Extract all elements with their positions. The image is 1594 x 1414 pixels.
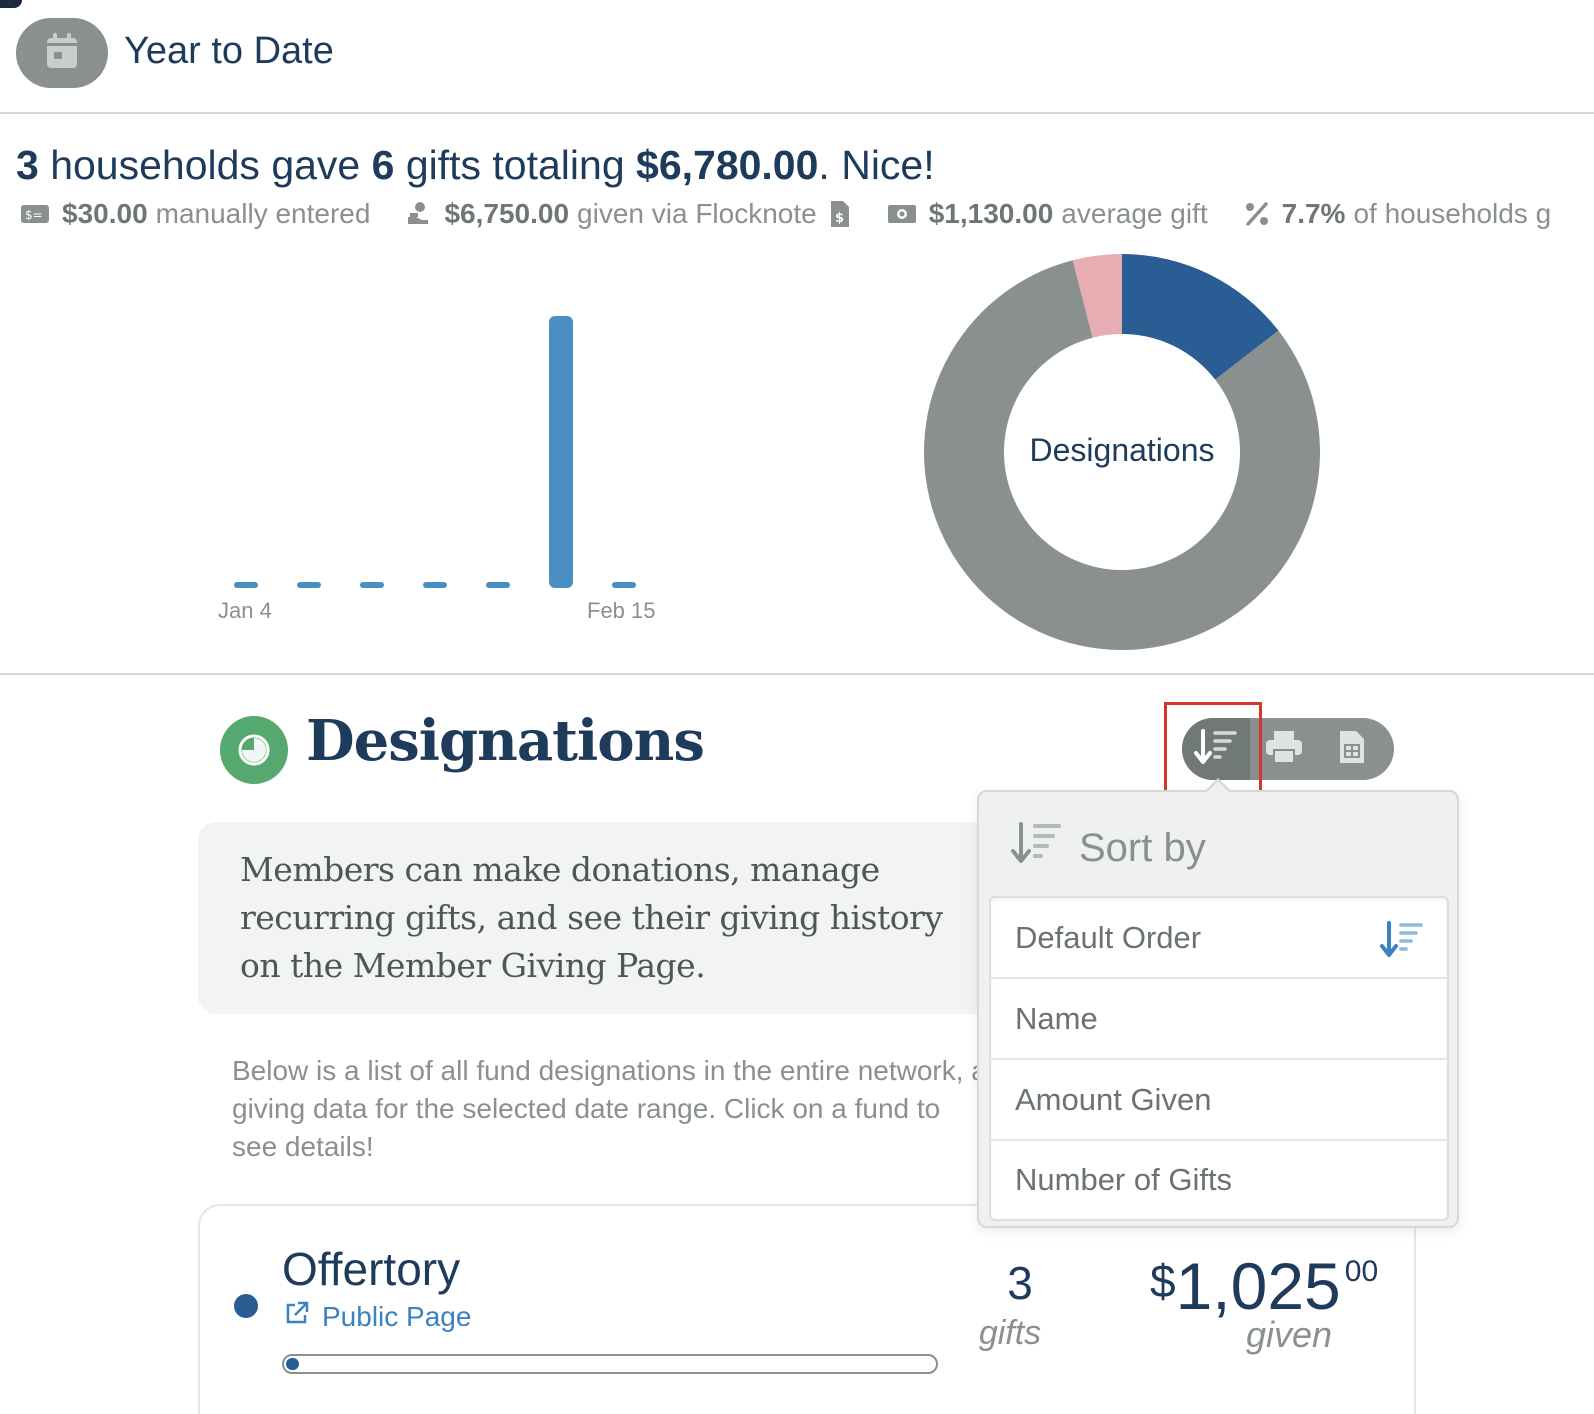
sort-dropdown-title: Sort by [1079,825,1206,870]
amount-whole: 1,025 [1175,1249,1341,1323]
summary-text-2: gifts totaling [394,142,637,188]
external-link-icon [284,1300,310,1333]
fund-color-dot [234,1294,258,1318]
bar-1[interactable] [297,582,321,588]
amount-cents: 00 [1344,1255,1379,1288]
fund-gifts-label: gifts [978,1314,1042,1352]
amount-currency: $ [1150,1255,1176,1307]
fund-amount: $1,025 00 [1150,1248,1378,1324]
sort-selected-icon [1379,920,1425,968]
summary-text-1: households gave [38,142,372,188]
sort-option-label: Default Order [1015,919,1202,955]
stat-given-via-flocknote: $6,750.00 given via Flocknote $ [406,198,850,230]
callout-text: Members can make donations, manage recur… [240,850,943,985]
donut-slice-2[interactable] [1072,254,1122,338]
public-page-label: Public Page [322,1300,472,1332]
gifts-count: 6 [371,142,395,188]
sort-dropdown: Sort by Default Order Name Amount Given … [977,790,1459,1228]
cash-icon: $= [20,203,50,225]
fund-progress-bar [282,1354,938,1374]
dropdown-caret-inner [1206,781,1230,793]
sort-option-amount-given[interactable]: Amount Given [991,1060,1447,1141]
section-divider [0,673,1594,675]
bar-5[interactable] [549,316,573,588]
percent-icon [1244,201,1270,227]
stat-value: $1,130.00 [928,198,1054,229]
public-page-link[interactable]: Public Page [284,1300,471,1333]
designations-toolbar [1182,718,1394,780]
donut-center-label: Designations [1029,432,1215,468]
bar-3[interactable] [423,582,447,588]
invoice-icon[interactable]: $ [829,200,851,228]
stat-label: average gift [1061,198,1208,229]
gifts-bar-chart: Jan 4 Feb 15 [200,300,700,640]
money-bill-icon [887,203,917,225]
households-count: 3 [16,142,39,188]
svg-text:$=: $= [25,208,43,222]
x-tick-label-end: Feb 15 [587,598,656,623]
bar-chart-svg [234,316,636,588]
stat-label: given via Flocknote [577,198,817,229]
bar-2[interactable] [360,582,384,588]
sort-options-list: Default Order Name Amount Given Number o… [989,896,1449,1221]
sort-dropdown-header: Sort by [1009,820,1206,876]
giving-summary: 3 households gave 6 gifts totaling $6,78… [16,142,935,189]
stat-value: $6,750.00 [444,198,570,229]
fund-given-label: given [1246,1314,1333,1355]
sort-option-default-order[interactable]: Default Order [991,898,1447,979]
donut-slice-0[interactable] [1122,254,1279,380]
window-corner [0,0,22,8]
svg-text:$: $ [835,211,844,226]
bar-4[interactable] [486,582,510,588]
print-icon [1265,730,1303,769]
sort-option-number-of-gifts[interactable]: Number of Gifts [991,1141,1447,1219]
stat-percent-households: 7.7% of households g [1244,198,1552,230]
x-tick-label-start: Jan 4 [218,598,272,623]
export-button[interactable] [1318,718,1386,780]
sort-icon [1193,727,1239,772]
donut-slice-1[interactable] [924,260,1320,650]
fund-gifts-count: 3 [1007,1257,1033,1309]
fund-card[interactable] [198,1204,1416,1414]
designations-donut-chart [924,254,1320,650]
date-range-button[interactable] [16,18,108,88]
hand-coin-icon [406,201,432,227]
sort-option-label: Number of Gifts [1015,1162,1233,1197]
page-title: Year to Date [124,30,334,72]
sort-option-name[interactable]: Name [991,979,1447,1060]
stat-average-gift: $1,130.00 average gift [887,198,1208,230]
pie-chart-icon [220,716,288,784]
stat-label: of households g [1353,198,1552,229]
fund-name[interactable]: Offertory [282,1243,461,1295]
sort-option-label: Name [1015,1000,1098,1036]
summary-text-3: . Nice! [818,142,935,188]
bar-6[interactable] [612,582,636,588]
sort-button[interactable] [1182,718,1250,780]
bar-0[interactable] [234,582,258,588]
print-button[interactable] [1250,718,1318,780]
stat-value: 7.7% [1281,198,1346,229]
stat-label: manually entered [155,198,371,229]
spreadsheet-icon [1338,729,1366,770]
stats-row: $= $30.00 manually entered $6,750.00 given… [20,198,1587,230]
sort-option-label: Amount Given [1015,1081,1212,1117]
stat-manually-entered: $= $30.00 manually entered [20,198,370,230]
stat-value: $30.00 [62,198,148,229]
sort-icon [1009,820,1065,876]
designations-help-text: Below is a list of all fund designations… [232,1055,987,1162]
gifts-total: $6,780.00 [636,142,819,188]
date-range-header: Year to Date [0,0,1594,114]
calendar-icon [45,32,79,75]
designations-title: Designations [306,708,705,774]
member-giving-callout: Members can make donations, manage recur… [198,822,998,1014]
fund-progress-fill [286,1358,300,1370]
